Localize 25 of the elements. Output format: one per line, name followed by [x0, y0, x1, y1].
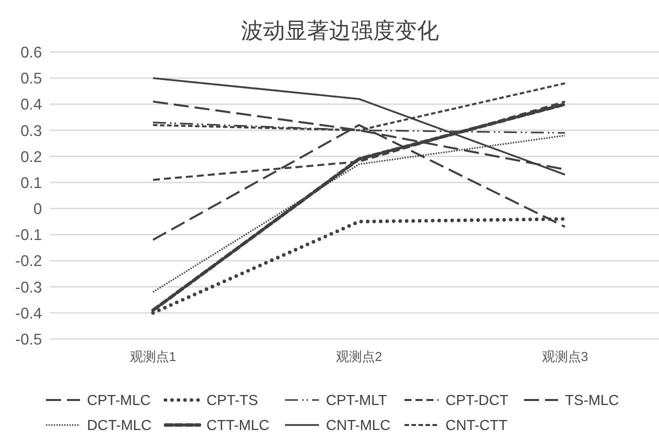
y-tick-label: 0 — [33, 201, 42, 218]
y-tick-label: -0.3 — [15, 279, 42, 296]
x-tick-label: 观测点1 — [130, 349, 176, 364]
legend-label: CPT-MLT — [326, 393, 388, 409]
legend-label: CPT-MLC — [87, 393, 151, 409]
y-tick-label: -0.2 — [15, 253, 42, 270]
y-tick-label: 0.1 — [20, 174, 42, 192]
y-tick-label: 0.6 — [20, 44, 42, 62]
y-tick-label: 0.5 — [20, 70, 42, 88]
legend-label: CPT-DCT — [446, 393, 508, 409]
legend-label: CNT-CTT — [446, 418, 508, 434]
chart-title: 波动显著边强度变化 — [241, 19, 439, 44]
y-tick-label: -0.1 — [15, 227, 42, 244]
legend-label: CTT-MLC — [206, 418, 270, 434]
y-tick-label: 0.3 — [20, 122, 42, 140]
legend-label: CNT-MLC — [326, 418, 390, 434]
y-tick-label: -0.4 — [15, 305, 42, 322]
y-tick-label: 0.4 — [20, 96, 42, 114]
x-tick-label: 观测点3 — [542, 349, 588, 364]
legend-label: DCT-MLC — [87, 418, 152, 434]
y-tick-label: 0.2 — [20, 148, 42, 166]
y-tick-label: -0.5 — [15, 332, 42, 348]
x-tick-label: 观测点2 — [336, 349, 382, 364]
legend-label: TS-MLC — [565, 393, 619, 409]
legend-label: CPT-TS — [206, 393, 258, 409]
